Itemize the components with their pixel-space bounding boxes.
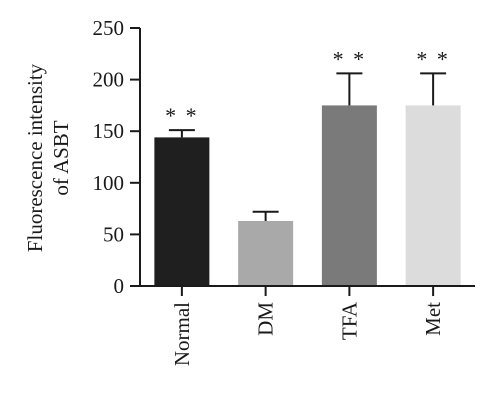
- significance-markers: * * * * * *: [165, 46, 450, 128]
- error-bar-dm: [252, 210, 279, 221]
- error-bar-met: [420, 72, 447, 106]
- significance-marker: * *: [165, 103, 199, 128]
- x-tick-label-tfa: TFA: [337, 301, 361, 340]
- y-tick-label: 250: [93, 16, 125, 40]
- y-tick-label: 200: [93, 68, 125, 92]
- y-axis-title: Fluorescence intensity of ASBT: [23, 63, 73, 252]
- bar-met: [405, 105, 461, 287]
- x-tick-label-dm: DM: [254, 302, 278, 336]
- y-tick-label: 0: [114, 274, 125, 298]
- y-axis-ticks: 0 50 100 150 200 250: [93, 16, 140, 298]
- y-axis-title-line-1: Fluorescence intensity: [23, 63, 47, 252]
- x-axis-ticks: Normal DM TFA Met: [170, 286, 445, 366]
- error-bars: [168, 72, 447, 221]
- significance-marker: * *: [416, 46, 450, 71]
- bar-normal: [154, 137, 210, 286]
- y-tick-label: 150: [93, 119, 125, 143]
- error-bar-normal: [168, 129, 195, 138]
- y-axis-title-line-2: of ASBT: [49, 120, 73, 195]
- x-tick-label-normal: Normal: [170, 302, 194, 366]
- error-bar-tfa: [336, 72, 363, 106]
- bar-tfa: [321, 105, 377, 287]
- y-tick-label: 50: [103, 222, 124, 246]
- y-tick-label: 100: [93, 171, 125, 195]
- bar-dm: [238, 220, 294, 286]
- significance-marker: * *: [333, 46, 367, 71]
- bars: [154, 105, 461, 287]
- x-tick-label-met: Met: [421, 302, 445, 336]
